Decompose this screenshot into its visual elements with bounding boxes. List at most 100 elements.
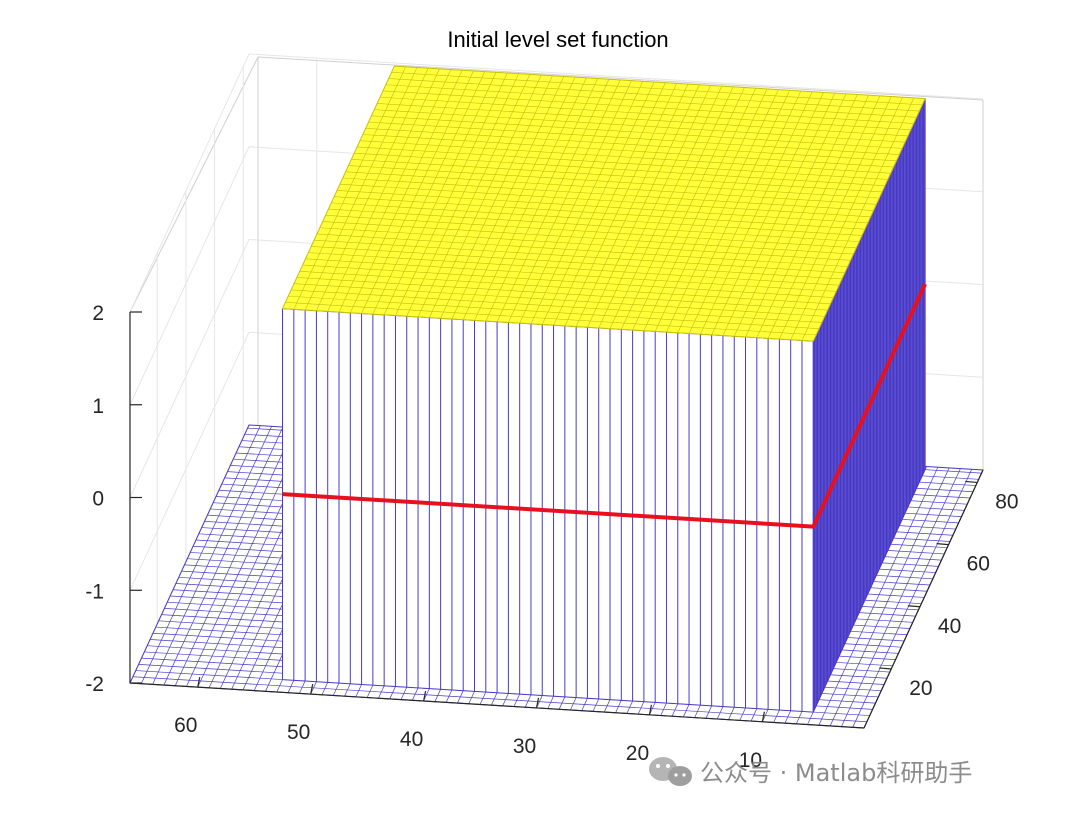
x-tick-mark [197,677,201,688]
top-face-mesh-line [311,246,842,280]
top-face-mesh-line [308,252,840,286]
top-face-mesh-line [677,90,790,333]
top-face-mesh-line [338,69,452,313]
y-tick-label: 40 [938,615,961,638]
top-face-mesh-line [767,95,881,339]
top-face-mesh-line [711,92,824,335]
y-tick-label: 80 [995,490,1018,513]
z-tick-label: -2 [85,673,104,696]
top-face-mesh-line [291,289,822,323]
top-face-mesh-line [299,270,831,305]
top-face-mesh-line [331,202,863,236]
top-face-mesh-line [564,83,677,326]
top-face-mesh-line [361,70,474,314]
top-face-mesh-line [319,227,851,261]
x-tick-mark [310,683,314,695]
top-face-mesh-line [285,302,817,336]
z-tick-labels: 2 1 0 -1 -2 [85,302,142,696]
top-face-mesh-line [722,92,836,336]
top-face-mesh-line [305,258,837,292]
top-face-mesh-line [474,77,587,321]
top-face-mesh-line [328,208,860,242]
top-face-mesh-line [334,196,865,230]
top-face-mesh-line [388,78,920,112]
floor-mesh-line [829,467,950,727]
top-face-mesh-line [666,89,779,333]
x-tick-labels: 60 50 40 30 20 10 [174,677,765,772]
top-face-mesh-line [377,103,908,137]
x-tick-mark [423,690,427,702]
y-tick-label: 60 [967,553,990,576]
y-tick-label: 20 [909,677,932,700]
floor-mesh-line [841,468,961,727]
x-tick-label: 60 [174,714,197,737]
top-face-mesh-line [779,96,892,340]
floor-mesh-line [140,425,261,684]
x-tick-label: 10 [739,749,762,772]
top-face-mesh-line [325,215,857,249]
watermark: 公众号 · Matlab科研助手 [649,757,972,787]
top-face-mesh-line [359,140,891,174]
floor-mesh-line [152,426,272,685]
top-face-mesh-line [496,79,610,322]
wechat-icon [649,757,692,786]
top-face-mesh-line [357,146,888,180]
top-face-mesh-line [440,75,553,319]
top-face-mesh-line [380,96,911,131]
floor-mesh-line [852,469,973,728]
top-face-mesh-line [339,183,871,218]
y-axis: 20 40 60 80 [863,469,1019,729]
top-face-mesh-line [293,66,406,310]
top-face-mesh-line [302,264,834,298]
top-face-mesh-line [395,72,508,316]
top-face-mesh-line [654,88,768,332]
top-face-mesh-line [282,308,814,342]
top-face-mesh-line [575,83,689,327]
top-face-mesh-line [598,85,711,329]
z-tick-label: 0 [92,488,104,511]
top-face-mesh-line [632,87,745,331]
top-face-mesh-line [354,152,885,186]
top-face-mesh-line [371,115,903,149]
top-face-mesh-line [385,84,917,118]
x-tick-label: 50 [287,721,310,744]
watermark-text: 公众号 · Matlab科研助手 [700,759,972,787]
top-face-mesh-line [372,71,485,315]
y-tick-labels: 20 40 60 80 [879,480,1019,700]
y-tick-mark [936,543,949,546]
top-face-mesh-line [327,68,440,312]
top-face-mesh-line [383,72,497,315]
top-face-mesh-line [733,93,847,337]
top-face-mesh-line [293,283,825,317]
y-axis-line [863,469,984,729]
z-axis: 2 1 0 -1 -2 [85,302,142,696]
top-face-mesh-line [530,81,644,324]
top-face-mesh-line [282,65,395,309]
x-tick-mark [535,697,540,709]
top-face-mesh-line [700,91,813,335]
chart-title: Initial level set function [447,27,668,52]
x-axis-line [129,682,865,729]
top-face-mesh-line [508,79,621,323]
top-face-mesh-line [368,121,900,155]
top-face-mesh-line [365,127,897,162]
top-face-mesh-line [745,94,858,338]
z-tick-label: 1 [92,395,104,418]
top-face-mesh-line [429,74,542,318]
zero-level-contour [282,283,927,529]
top-face-mesh-line [382,90,914,124]
top-face-mesh-line [374,109,906,143]
z-tick-label: -1 [85,580,104,603]
top-face-mesh-line [756,95,869,338]
floor-mesh-line [129,424,250,684]
top-face-mesh-line [417,74,531,317]
top-face-mesh-line [316,233,848,267]
top-face-mesh-line [394,65,926,99]
top-face-patch [281,65,926,342]
top-face-mesh-line [351,159,883,193]
x-tick-label: 40 [400,728,423,751]
top-face-mesh-line [336,190,868,224]
top-face-mesh-line [322,221,854,255]
top-face-mesh-line [342,177,874,211]
